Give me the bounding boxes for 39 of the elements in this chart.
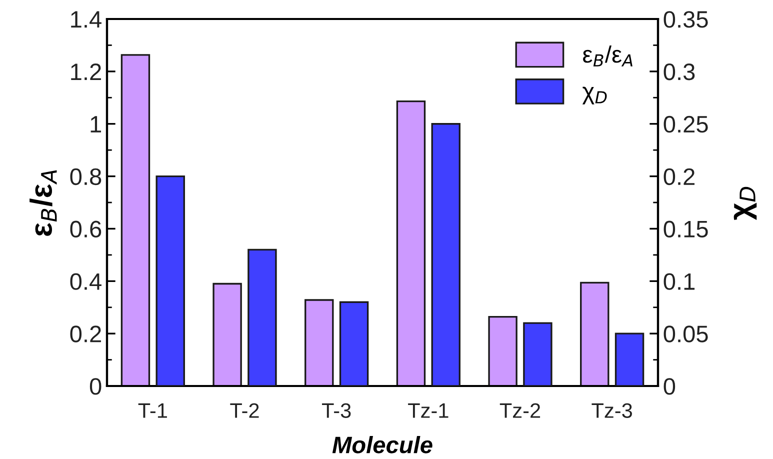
bar bbox=[212, 282, 242, 386]
y2-tick-label: 0.1 bbox=[664, 273, 695, 290]
bar bbox=[156, 175, 185, 386]
y-tick-label: 0 bbox=[90, 378, 102, 395]
y-tick-label: 1.4 bbox=[71, 11, 102, 28]
y2-tick-label: 0.05 bbox=[664, 326, 708, 342]
legend-label: ε$_{B}$/ε$_{A}$ bbox=[583, 45, 632, 66]
y2-axis-title: χ$_{D}$ bbox=[734, 186, 757, 220]
bar bbox=[523, 322, 552, 386]
bar bbox=[304, 299, 334, 386]
y-tick-label: 0.4 bbox=[70, 273, 102, 290]
y-tick-label: 1.2 bbox=[71, 63, 101, 80]
x-axis-title: Molecule bbox=[332, 436, 432, 454]
x-tick-label: Tz-3 bbox=[592, 403, 632, 418]
bar bbox=[120, 54, 150, 386]
y-tick-label: 0.2 bbox=[70, 326, 101, 342]
bar bbox=[396, 100, 426, 386]
y-tick-label: 0.8 bbox=[70, 168, 102, 186]
legend-label: χ$_{D}$ bbox=[582, 86, 607, 104]
y2-tick-label: 0.3 bbox=[664, 63, 695, 80]
y-tick-label: 1 bbox=[90, 116, 101, 132]
x-tick-label: T-3 bbox=[322, 403, 351, 418]
x-tick-label: T-2 bbox=[230, 403, 259, 418]
bar bbox=[431, 123, 460, 386]
y2-tick-label: 0.2 bbox=[664, 168, 694, 186]
y2-tick-label: 0.25 bbox=[664, 116, 708, 133]
x-tick-label: Tz-2 bbox=[500, 403, 540, 418]
x-tick-label: T-1 bbox=[138, 403, 167, 418]
bar bbox=[248, 248, 277, 386]
y2-tick-label: 0.35 bbox=[664, 11, 708, 28]
bar bbox=[339, 301, 369, 386]
bar bbox=[614, 332, 644, 386]
y2-tick-label: 0 bbox=[664, 378, 676, 395]
y2-tick-label: 0.15 bbox=[664, 220, 708, 238]
y-tick-label: 0.6 bbox=[70, 220, 102, 238]
x-tick-label: Tz-1 bbox=[408, 403, 448, 418]
bar bbox=[580, 282, 610, 386]
y-axis-title: ε$_{B}$/ε$_{A}$ bbox=[30, 170, 57, 236]
bar bbox=[488, 316, 518, 386]
